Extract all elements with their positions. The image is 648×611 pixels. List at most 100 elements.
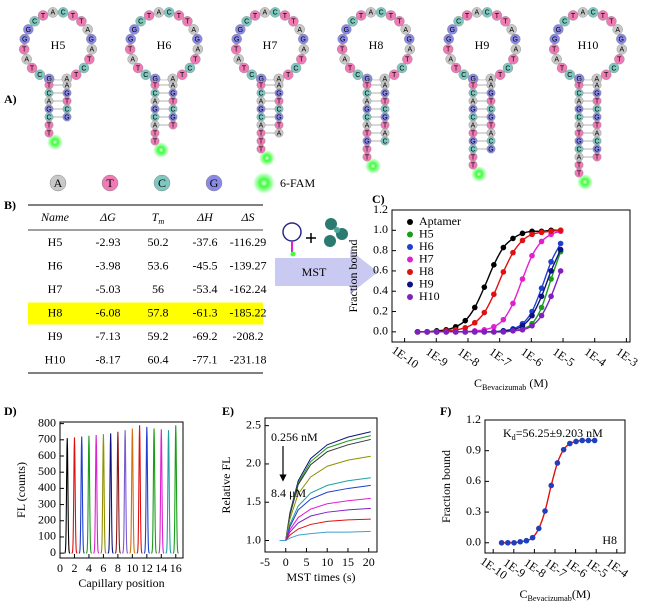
nucleotide: [375, 7, 387, 18]
nucleotide-letter: C: [293, 65, 298, 72]
nucleotide-letter: A: [90, 47, 95, 54]
nucleotide: [82, 24, 93, 35]
nucleotide: [612, 24, 623, 35]
table-cell: H7: [48, 282, 63, 296]
x-tick-label: 1E-9: [423, 345, 450, 370]
legend-letter: C: [158, 176, 166, 190]
nucleotide: [341, 24, 352, 35]
nucleotide: [500, 16, 511, 27]
legend-marker: [407, 231, 413, 238]
nucleotide: [347, 16, 358, 27]
nucleotide: [337, 33, 348, 45]
nucleotide: [238, 62, 250, 74]
x-axis-label: Capillary position: [78, 576, 164, 590]
y-axis-label: Relative FL: [219, 457, 233, 514]
table-header: Tm: [152, 210, 165, 227]
panel-label: A): [4, 92, 17, 106]
nucleotide: [442, 44, 454, 55]
peak: [129, 428, 136, 554]
nucleotide-letter: C: [276, 106, 281, 113]
data-point: [424, 329, 430, 335]
table-cell: -61.3: [193, 305, 218, 319]
legend-label: H8: [419, 264, 434, 278]
legend-label: H10: [419, 289, 440, 303]
nucleotide-letter: G: [619, 36, 624, 43]
peak: [78, 436, 85, 554]
data-point: [538, 304, 545, 311]
nucleotide-letter: T: [348, 65, 353, 72]
nucleotide-letter: C: [64, 106, 69, 113]
x-tick-label: 1E-4: [582, 345, 609, 370]
nucleotide-letter: A: [236, 57, 241, 64]
nucleotide-letter: T: [383, 122, 388, 129]
nucleotide-letter: T: [253, 13, 258, 20]
data-point: [510, 235, 516, 242]
data-point: [511, 539, 517, 546]
data-point: [538, 238, 545, 245]
table-cell: -185.22: [230, 305, 267, 319]
data-point: [548, 258, 554, 265]
nucleotide-letter: T: [171, 98, 176, 105]
nucleotide: [233, 54, 244, 65]
nucleotide: [168, 120, 178, 130]
nucleotide-letter: A: [489, 82, 494, 89]
nucleotide: [404, 44, 416, 55]
nucleotide: [76, 16, 87, 27]
data-point: [500, 244, 507, 251]
nucleotide-letter: G: [195, 36, 200, 43]
nucleotide-letter: A: [196, 47, 201, 54]
nucleotide-letter: G: [594, 146, 599, 153]
nucleotide-letter: A: [577, 98, 582, 105]
nucleotide-letter: A: [577, 122, 582, 129]
legend-fam: [253, 172, 275, 194]
nucleotide: [548, 44, 560, 55]
data-point: [471, 319, 478, 326]
table-cell: -77.1: [193, 352, 218, 366]
x-tick-label: 8: [115, 561, 121, 575]
data-point: [452, 329, 459, 335]
table-header: Name: [40, 210, 70, 224]
peak: [107, 433, 114, 554]
nucleotide-letter: A: [369, 10, 374, 17]
table-cell: -231.18: [230, 352, 267, 366]
nucleotide-letter: A: [277, 130, 282, 137]
nucleotide-letter: C: [170, 106, 175, 113]
nucleotide-letter: T: [617, 57, 622, 64]
nucleotide-letter: C: [611, 65, 616, 72]
fam-label-dot: [365, 158, 381, 174]
nucleotide: [491, 10, 503, 21]
nucleotide-letter: T: [595, 122, 600, 129]
nucleotide-letter: C: [355, 72, 360, 79]
table-cell: -53.4: [193, 282, 218, 296]
legend-label: H7: [419, 251, 434, 265]
data-point: [538, 229, 545, 236]
nucleotide: [362, 152, 372, 162]
label-main: T: [152, 210, 160, 224]
hairpin-name: H5: [51, 38, 66, 52]
table-cell: -6.08: [96, 305, 121, 319]
nucleotide-letter: T: [577, 130, 582, 137]
nucleotide-letter: G: [576, 138, 581, 145]
nucleotide: [597, 10, 609, 21]
nucleotide-letter: A: [488, 76, 493, 83]
nucleotide-letter: G: [576, 106, 581, 113]
data-point: [529, 231, 535, 238]
nucleotide-letter: A: [554, 57, 559, 64]
y-tick-label: 0.8: [373, 242, 388, 256]
x-tick-label: -5: [260, 555, 270, 569]
nucleotide: [553, 24, 564, 35]
nucleotide: [402, 54, 413, 65]
nucleotide-letter: T: [392, 72, 397, 79]
nucleotide: [394, 16, 405, 27]
nucleotide-letter: A: [277, 82, 282, 89]
y-tick-label: 0.3: [466, 504, 481, 518]
nucleotide-letter: A: [514, 47, 519, 54]
nucleotide-letter: T: [340, 47, 345, 54]
nucleotide-letter: T: [71, 13, 76, 20]
data-point: [567, 440, 573, 447]
nucleotide-letter: G: [488, 114, 493, 121]
nucleotide: [404, 33, 415, 45]
